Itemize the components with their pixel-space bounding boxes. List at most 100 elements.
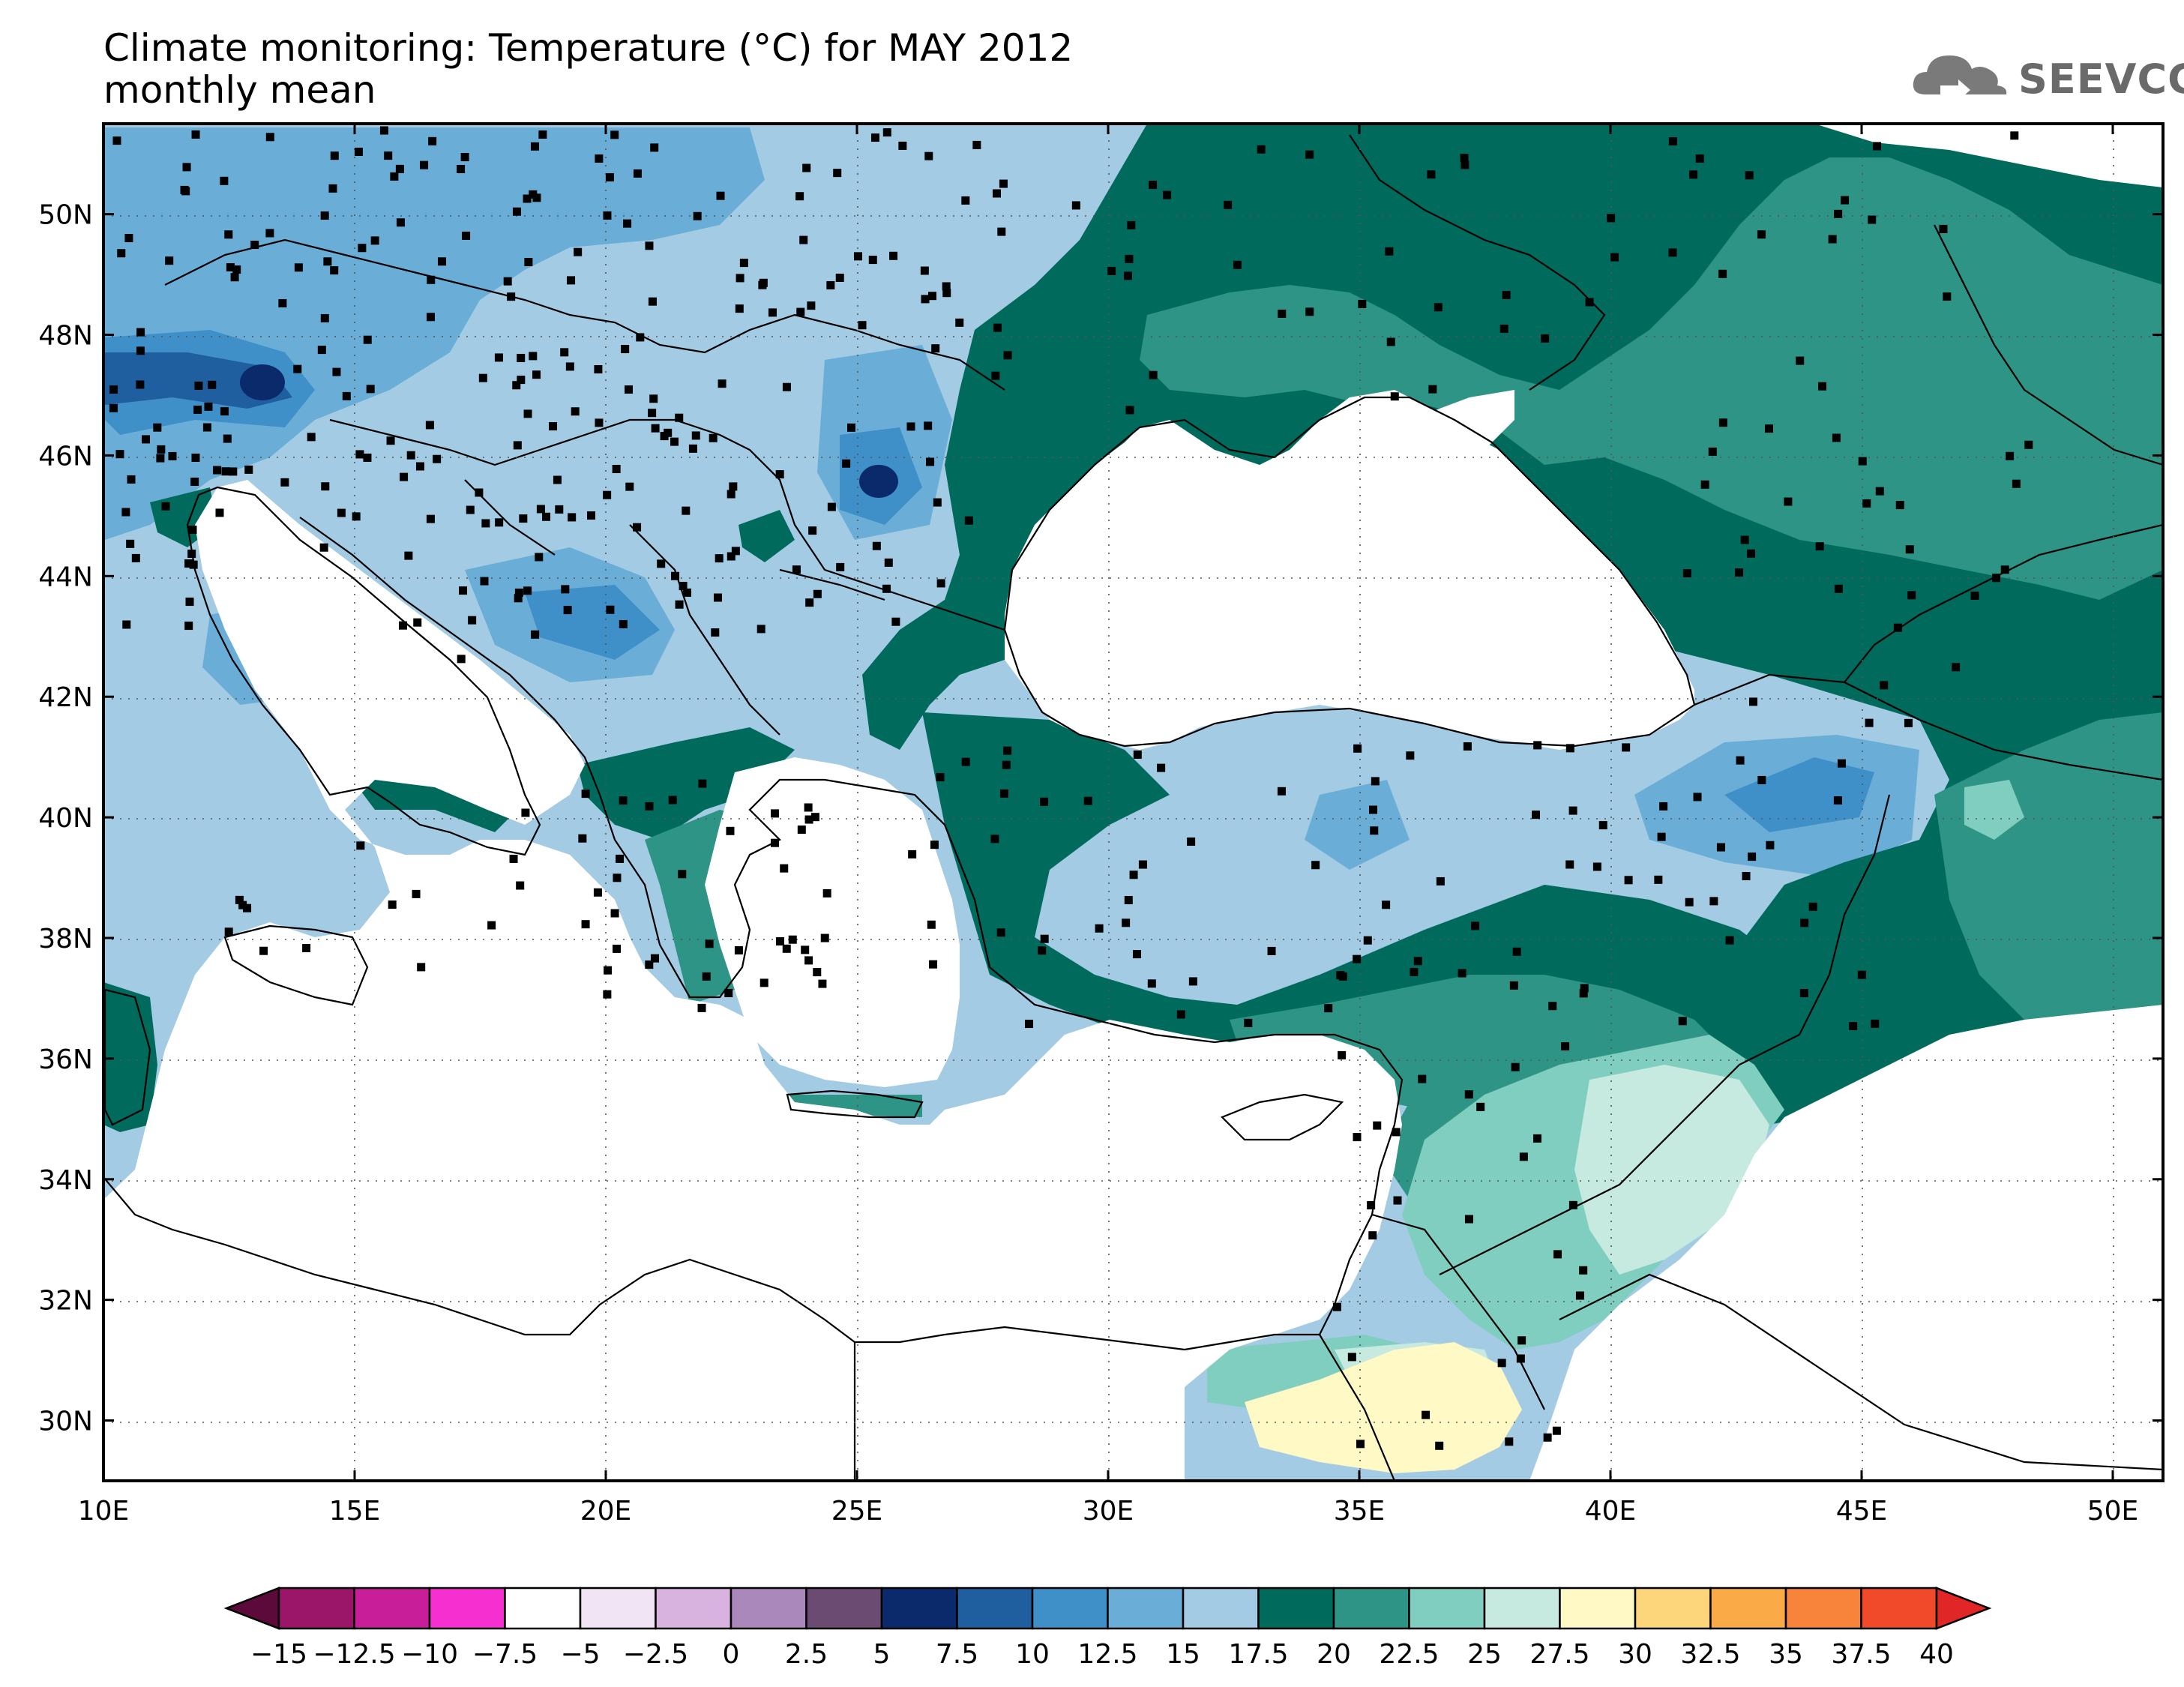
station-marker (1709, 897, 1718, 906)
station-marker (1278, 309, 1287, 318)
map-axes: 10E 15E 20E 25E 30E 35E 40E 45E 50E 30N 32N 34N 36N 3… (38, 124, 2163, 1527)
station-marker (835, 274, 844, 283)
station-marker (799, 235, 808, 244)
station-marker (593, 888, 602, 897)
station-marker (1347, 1353, 1356, 1362)
station-marker (342, 391, 351, 400)
station-marker (1685, 897, 1694, 906)
station-marker (633, 169, 642, 178)
station-marker (1858, 457, 1867, 466)
station-marker (992, 189, 1001, 198)
station-marker (1533, 1134, 1542, 1143)
station-marker (184, 622, 193, 631)
station-marker (521, 808, 530, 817)
station-marker (1575, 1291, 1584, 1300)
station-marker (581, 790, 590, 799)
x-tick-label: 15E (329, 1496, 381, 1527)
colorbar-segment (353, 1587, 431, 1630)
station-marker (1125, 406, 1134, 415)
station-marker (109, 403, 118, 412)
station-marker (426, 514, 435, 523)
station-marker (1512, 947, 1521, 956)
station-marker (1124, 896, 1133, 905)
station-marker (1818, 382, 1827, 391)
station-marker (280, 478, 289, 487)
station-marker (1748, 852, 1757, 861)
station-marker (1382, 900, 1391, 909)
station-marker (208, 380, 217, 389)
station-marker (827, 502, 836, 511)
station-marker (1579, 1266, 1588, 1275)
station-marker (942, 289, 951, 298)
station-marker (961, 196, 970, 205)
station-marker (433, 454, 442, 463)
colorbar-label: 5 (873, 1639, 891, 1670)
station-marker (926, 457, 935, 466)
station-marker (955, 318, 964, 327)
station-marker (650, 143, 659, 152)
station-marker (117, 249, 126, 258)
station-marker (1149, 370, 1158, 379)
station-marker (2012, 479, 2021, 488)
station-marker (1095, 924, 1104, 933)
station-marker (1436, 876, 1445, 885)
station-marker (1083, 796, 1092, 805)
station-marker (1511, 1062, 1520, 1071)
station-marker (109, 385, 118, 394)
station-marker (924, 421, 933, 430)
station-marker (1457, 969, 1466, 978)
station-marker (734, 945, 743, 954)
colorbar-segment (1709, 1587, 1787, 1630)
station-marker (1565, 860, 1574, 869)
station-marker (115, 450, 124, 459)
map-frame (102, 122, 2165, 1482)
station-marker (513, 441, 522, 450)
station-marker (182, 163, 191, 172)
station-marker (1509, 981, 1518, 990)
station-marker (668, 796, 677, 805)
station-marker (215, 508, 224, 517)
station-marker (1353, 1133, 1362, 1142)
station-marker (1828, 235, 1837, 244)
station-marker (898, 141, 907, 150)
station-marker (1107, 266, 1116, 275)
station-marker (716, 191, 725, 200)
y-tick-label: 36N (38, 1044, 93, 1075)
station-marker (278, 298, 287, 307)
station-marker (709, 433, 718, 442)
station-marker (188, 526, 197, 535)
outside-south-east (1529, 1005, 2163, 1481)
station-marker (157, 445, 166, 454)
station-marker (702, 972, 711, 981)
seevccc-logo: SEEVCCC (1910, 46, 2184, 111)
colorbar-segment (1483, 1587, 1561, 1630)
cloud-icon (1913, 55, 2007, 100)
station-marker (1766, 841, 1775, 849)
colorbar-label: 37.5 (1831, 1639, 1891, 1670)
station-marker (713, 593, 722, 602)
coast-africa (103, 1176, 1320, 1351)
station-marker (398, 621, 407, 630)
station-marker (1757, 775, 1766, 784)
station-marker (727, 552, 735, 561)
station-marker (1718, 269, 1727, 278)
colorbar-label: 20 (1317, 1639, 1351, 1670)
station-marker (645, 802, 654, 811)
station-marker (651, 424, 660, 433)
station-marker (1129, 870, 1138, 879)
station-marker (1187, 838, 1196, 846)
station-marker (1367, 1200, 1376, 1209)
station-marker (1682, 569, 1691, 578)
station-marker (625, 385, 634, 394)
station-marker (229, 467, 238, 476)
station-marker (1880, 681, 1889, 690)
station-marker (833, 169, 842, 178)
station-marker (226, 263, 235, 272)
station-marker (782, 382, 791, 391)
station-marker (726, 826, 735, 835)
station-marker (457, 164, 466, 173)
station-marker (660, 432, 669, 441)
station-marker (363, 453, 372, 462)
station-marker (142, 435, 151, 444)
station-marker (651, 954, 660, 963)
